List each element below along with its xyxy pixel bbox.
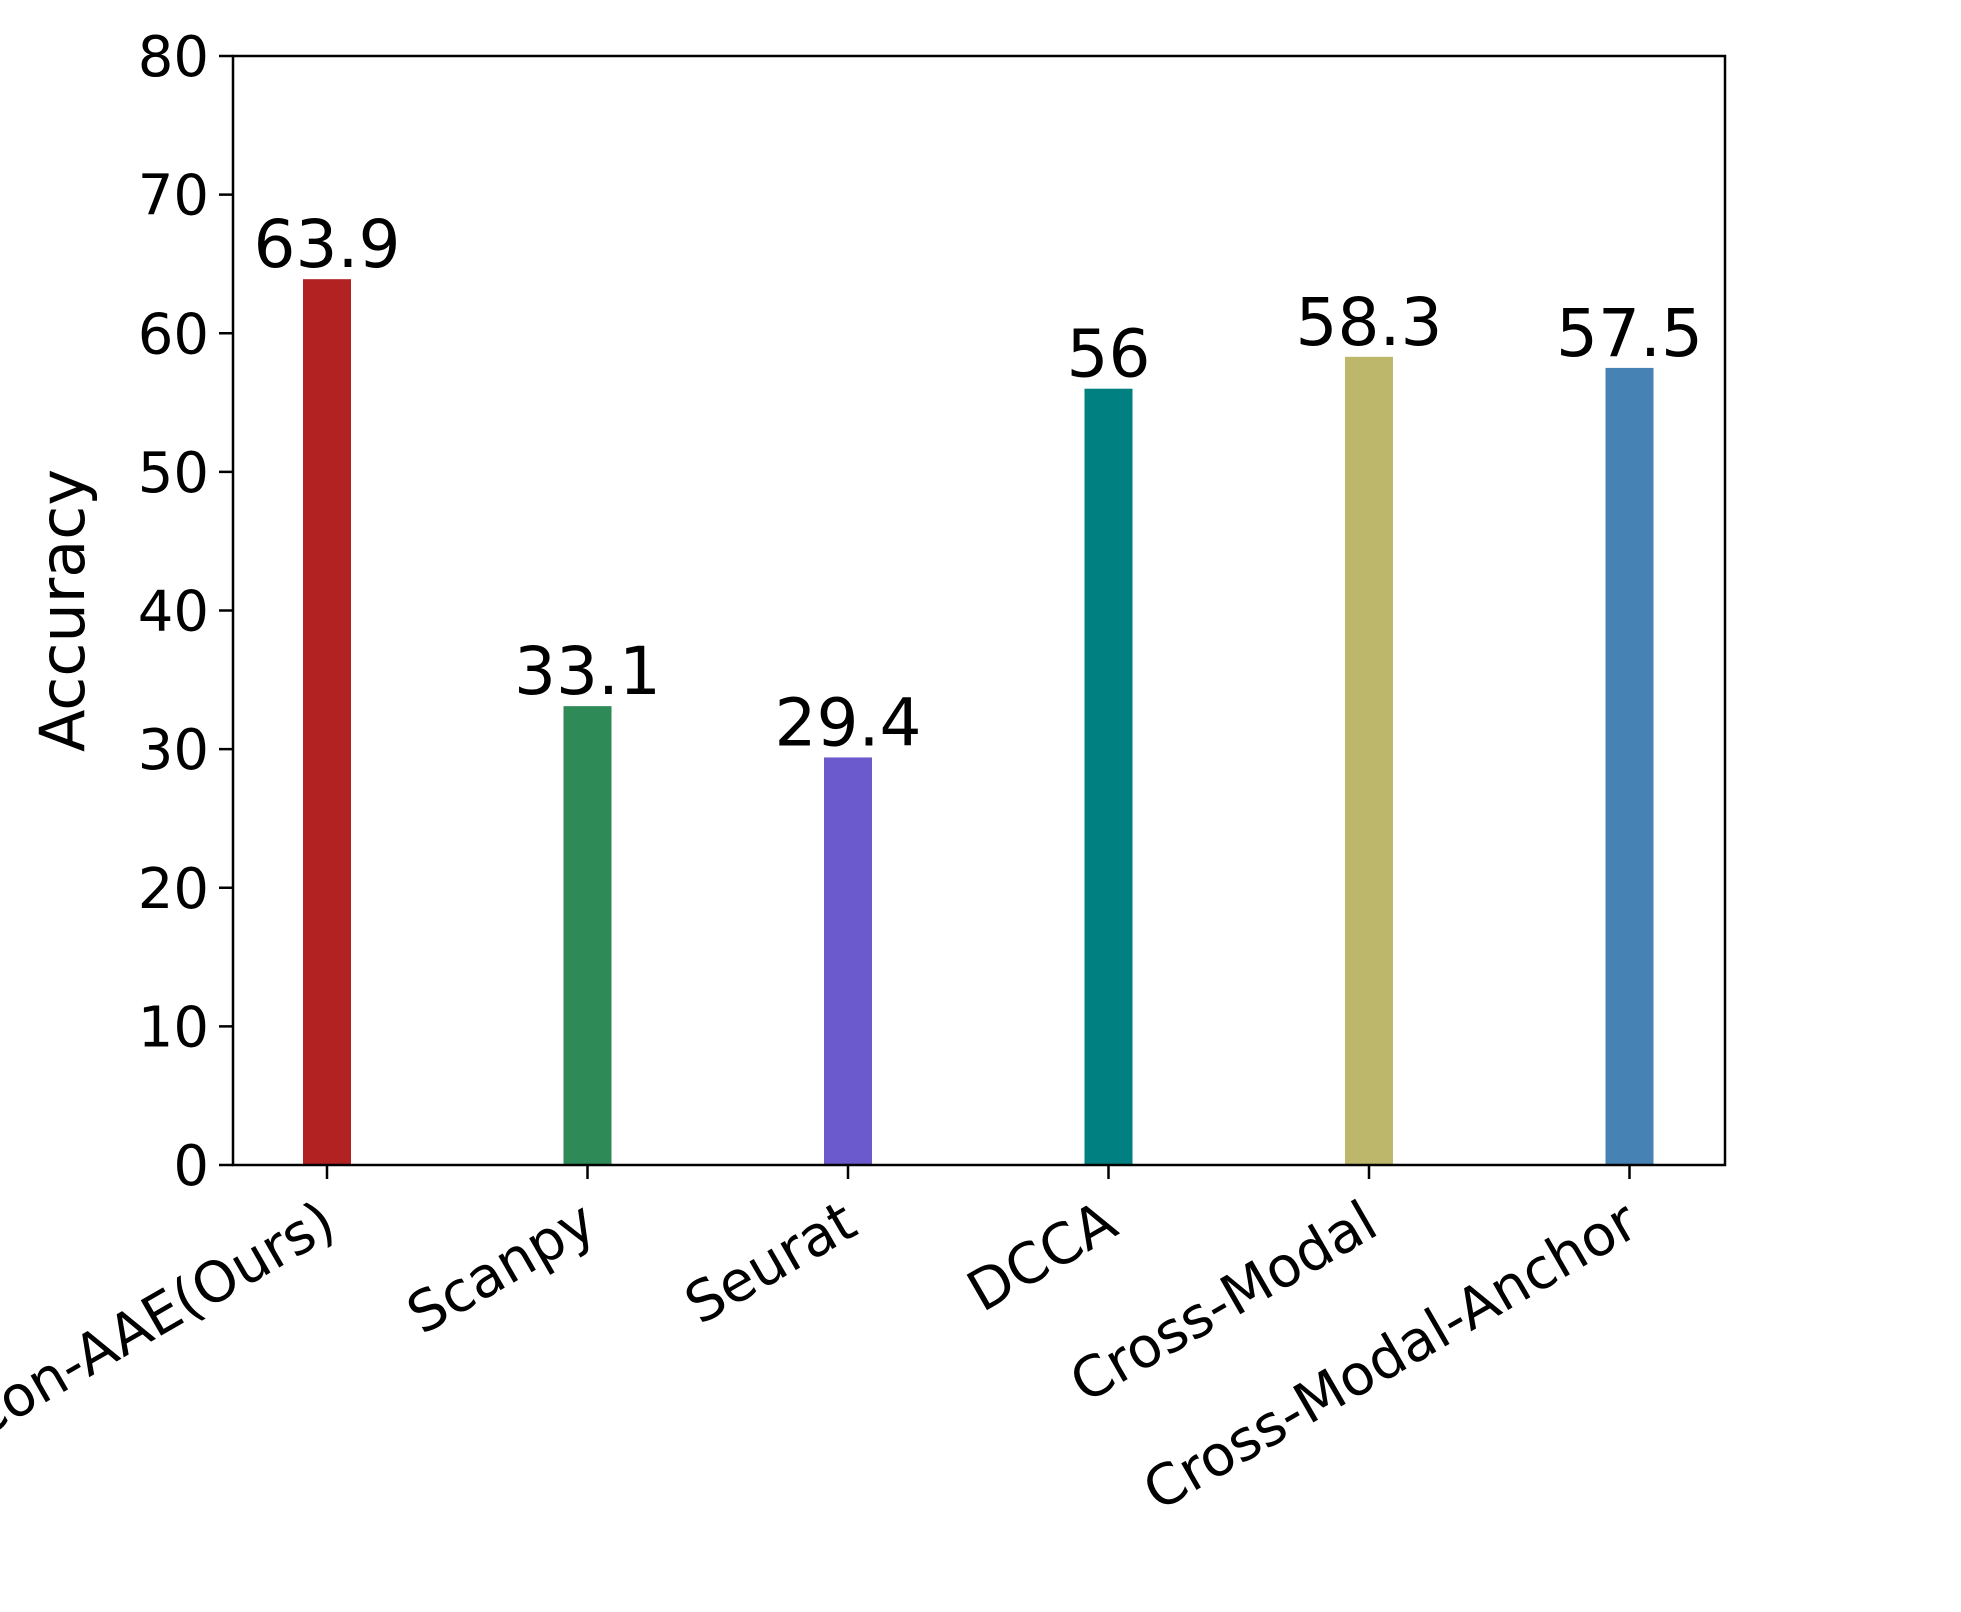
y-tick-label: 40 [138, 580, 209, 645]
bar-cross-modal-anchor [1605, 367, 1654, 1165]
y-tick-label: 30 [138, 718, 209, 783]
y-axis-title: Accuracy [26, 469, 99, 752]
y-tick-label: 80 [138, 25, 209, 90]
y-tick-label: 70 [138, 164, 209, 229]
data-label-scanpy: 33.1 [514, 633, 661, 710]
bar-con-aae-ours [303, 279, 351, 1165]
data-label-con-aae-ours: 63.9 [254, 206, 401, 283]
y-tick-label: 50 [138, 441, 209, 506]
bars-group [303, 279, 1654, 1165]
bar-seurat [824, 757, 872, 1165]
y-tick-label: 60 [138, 302, 209, 367]
data-labels-group: 63.9 33.1 29.4 56 58.3 57.5 [254, 206, 1703, 761]
plot-frame [231, 54, 1727, 1167]
bar-scanpy [563, 706, 612, 1165]
y-tick-label: 0 [173, 1134, 209, 1199]
data-label-cross-modal-anchor: 57.5 [1556, 295, 1703, 372]
data-label-dcca: 56 [1067, 316, 1151, 393]
y-tick-label: 20 [138, 857, 209, 922]
y-axis-ticks: 0 10 20 30 40 50 60 70 80 [138, 25, 233, 1199]
data-label-cross-modal: 58.3 [1296, 284, 1443, 361]
y-tick-label: 10 [138, 995, 209, 1060]
bar-dcca [1084, 388, 1133, 1165]
bar-cross-modal [1345, 356, 1393, 1165]
data-label-seurat: 29.4 [775, 684, 922, 761]
